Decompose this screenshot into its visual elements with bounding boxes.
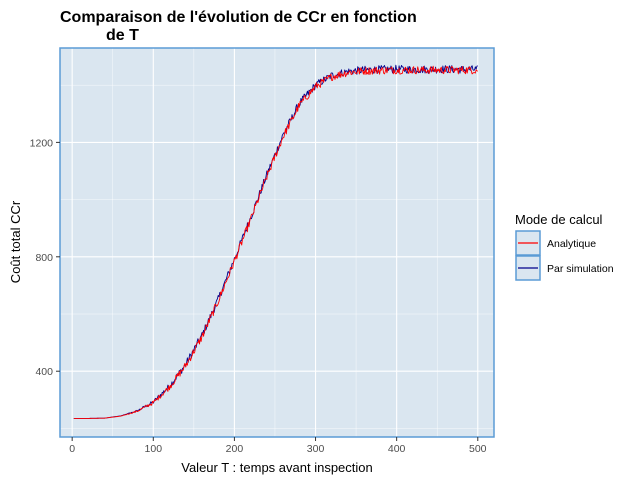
y-axis-title: Coût total CCr (8, 200, 23, 283)
x-axis: 0 100 200 300 400 500 (69, 437, 487, 455)
series-line-analytique (73, 65, 479, 419)
series-layer (73, 64, 479, 419)
y-tick-label: 400 (35, 366, 53, 378)
x-tick-label: 100 (145, 443, 163, 455)
grid-minor (60, 48, 494, 437)
plot-panel (60, 48, 494, 437)
chart-title-line2: de T (106, 27, 139, 44)
x-tick-label: 200 (226, 443, 244, 455)
y-tick-label: 1200 (30, 137, 54, 149)
legend-items: Analytique Par simulation (515, 230, 614, 281)
y-tick-label: 800 (35, 252, 53, 264)
x-axis-title: Valeur T : temps avant inspection (181, 460, 373, 475)
legend-title: Mode de calcul (515, 212, 603, 227)
legend-item-label: Analytique (547, 238, 596, 250)
x-tick-label: 500 (469, 443, 487, 455)
x-tick-label: 300 (307, 443, 325, 455)
x-tick-label: 400 (388, 443, 406, 455)
y-axis: 400 800 1200 (30, 137, 60, 378)
legend: Mode de calcul Analytique Par simulation (515, 212, 614, 281)
legend-item-label: Par simulation (547, 263, 614, 275)
chart-title-line1: Comparaison de l'évolution de CCr en fon… (60, 9, 417, 26)
x-tick-label: 0 (69, 443, 75, 455)
plot-panel-border (59, 47, 495, 438)
grid-major (60, 48, 494, 437)
